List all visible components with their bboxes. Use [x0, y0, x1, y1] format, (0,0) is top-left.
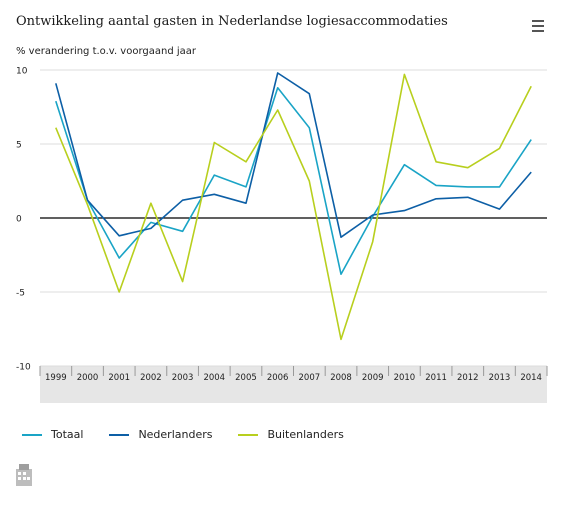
x-tick-label: 2003 — [172, 373, 194, 383]
x-tick-label: 2002 — [140, 373, 162, 383]
x-tick-label: 2006 — [267, 373, 289, 383]
chart-title: Ontwikkeling aantal gasten in Nederlands… — [16, 14, 448, 29]
legend-label: Totaal — [51, 428, 84, 441]
legend-item-totaal[interactable]: Totaal — [22, 428, 83, 441]
cbs-logo-icon — [15, 463, 33, 487]
y-tick-label: -10 — [16, 363, 31, 373]
x-tick-label: 2008 — [330, 373, 352, 383]
x-tick-label: 2004 — [203, 373, 225, 383]
series-line-totaal — [55, 87, 532, 276]
x-tick-label: 2007 — [299, 373, 321, 383]
series-line-buitenlanders — [55, 73, 532, 341]
x-tick-label: 2011 — [425, 373, 447, 383]
legend-swatch — [22, 433, 42, 436]
x-tick-label: 1999 — [45, 373, 67, 383]
legend-swatch — [238, 433, 259, 436]
y-tick-label: -5 — [16, 289, 25, 299]
x-tick-label: 2009 — [362, 373, 384, 383]
x-tick-label: 2000 — [77, 373, 99, 383]
x-tick-label: 2001 — [108, 373, 130, 383]
y-tick-label: 5 — [16, 141, 22, 151]
legend-item-buitenlanders[interactable]: Buitenlanders — [238, 428, 344, 441]
y-tick-label: 0 — [16, 215, 22, 225]
y-tick-label: 10 — [16, 67, 28, 77]
x-tick-label: 2013 — [489, 373, 511, 383]
x-tick-label: 2010 — [394, 373, 416, 383]
legend-label: Buitenlanders — [267, 428, 344, 441]
legend-swatch — [109, 433, 130, 436]
series-line-nederlanders — [55, 72, 532, 238]
legend-item-nederlanders[interactable]: Nederlanders — [109, 428, 212, 441]
x-tick-label: 2014 — [520, 373, 542, 383]
x-tick-label: 2005 — [235, 373, 257, 383]
chart-subtitle: % verandering t.o.v. voorgaand jaar — [16, 46, 197, 57]
chart-legend: Totaal Nederlanders Buitenlanders — [22, 428, 370, 441]
x-tick-label: 2012 — [457, 373, 479, 383]
legend-label: Nederlanders — [138, 428, 213, 441]
hamburger-menu-icon[interactable] — [532, 20, 544, 32]
